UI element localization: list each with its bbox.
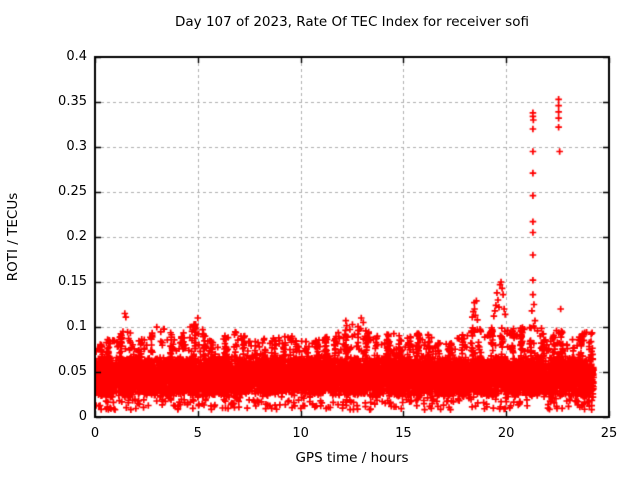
x-tick-label: 0 (90, 426, 100, 441)
x-tick-label: 10 (292, 426, 309, 441)
x-tick-label: 25 (600, 426, 618, 441)
y-tick-label: 0.4 (66, 49, 87, 64)
x-axis-label: GPS time / hours (295, 450, 409, 466)
y-tick-label: 0.05 (58, 364, 87, 379)
y-tick-label: 0.1 (66, 319, 87, 334)
y-tick-label: 0.3 (66, 139, 87, 154)
y-tick-label: 0.35 (58, 94, 87, 109)
chart-title: Day 107 of 2023, Rate Of TEC Index for r… (175, 14, 529, 30)
x-tick-label: 15 (395, 426, 412, 441)
x-tick-label: 20 (497, 426, 515, 441)
y-tick-label: 0.15 (58, 274, 87, 289)
y-tick-label: 0 (78, 409, 87, 424)
x-tick-label: 5 (193, 426, 202, 441)
y-tick-label: 0.25 (58, 184, 87, 199)
y-tick-label: 0.2 (66, 229, 87, 244)
